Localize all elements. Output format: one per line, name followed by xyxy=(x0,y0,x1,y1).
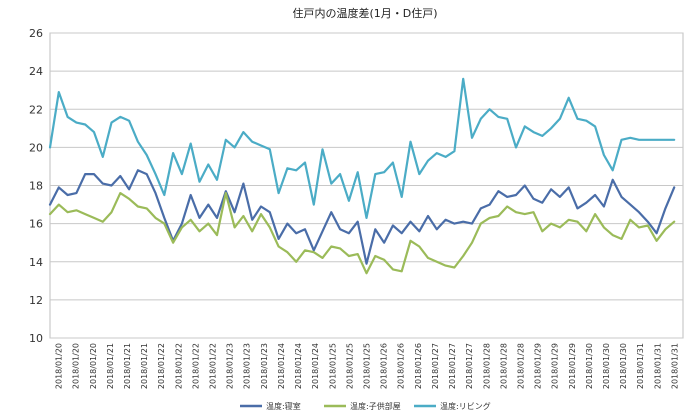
x-tick-label: 2018/01/29 xyxy=(568,343,577,389)
x-tick-label: 2018/01/27 xyxy=(465,343,474,389)
x-tick-label: 2018/01/26 xyxy=(397,343,406,389)
x-tick-label: 2018/01/27 xyxy=(431,343,440,389)
legend-label-1: 温度:子供部屋 xyxy=(350,401,401,411)
x-tick-label: 2018/01/22 xyxy=(209,343,218,389)
legend-label-0: 温度:寝室 xyxy=(266,401,301,411)
x-tick-label: 2018/01/21 xyxy=(140,343,149,389)
y-tick-label: 18 xyxy=(29,180,43,193)
x-tick-label: 2018/01/30 xyxy=(585,343,594,389)
series-layer xyxy=(48,77,676,275)
x-tick-label: 2018/01/21 xyxy=(123,343,132,389)
x-tick-label: 2018/01/28 xyxy=(482,343,491,389)
x-tick-label: 2018/01/31 xyxy=(636,343,645,389)
x-tick-label: 2018/01/28 xyxy=(516,343,525,389)
y-tick-label: 26 xyxy=(29,27,43,40)
y-tick-label: 24 xyxy=(29,65,43,78)
x-tick-label: 2018/01/29 xyxy=(534,343,543,389)
x-tick-label: 2018/01/28 xyxy=(499,343,508,389)
series-line-2 xyxy=(48,77,676,219)
x-tick-label: 2018/01/30 xyxy=(602,343,611,389)
x-tick-label: 2018/01/23 xyxy=(243,343,252,389)
x-tick-label: 2018/01/24 xyxy=(277,343,286,389)
y-axis: 10 12 14 16 18 20 22 24 26 xyxy=(29,27,43,345)
y-tick-label: 12 xyxy=(29,294,43,307)
y-tick-label: 20 xyxy=(29,141,43,154)
x-tick-label: 2018/01/22 xyxy=(174,343,183,389)
x-axis: 2018/01/20 2018/01/20 2018/01/20 2018/01/21… xyxy=(55,343,680,389)
x-tick-label: 2018/01/30 xyxy=(619,343,628,389)
x-tick-label: 2018/01/22 xyxy=(191,343,200,389)
x-tick-label: 2018/01/20 xyxy=(55,343,64,389)
x-tick-label: 2018/01/26 xyxy=(380,343,389,389)
x-tick-label: 2018/01/25 xyxy=(363,343,372,389)
y-tick-label: 16 xyxy=(29,218,43,231)
x-tick-label: 2018/01/25 xyxy=(328,343,337,389)
x-tick-label: 2018/01/29 xyxy=(551,343,560,389)
x-tick-label: 2018/01/24 xyxy=(311,343,320,389)
x-tick-label: 2018/01/26 xyxy=(414,343,423,389)
x-tick-label: 2018/01/27 xyxy=(448,343,457,389)
x-tick-label: 2018/01/23 xyxy=(226,343,235,389)
x-tick-label: 2018/01/21 xyxy=(106,343,115,389)
series-line-0 xyxy=(48,169,676,265)
x-tick-label: 2018/01/20 xyxy=(72,343,81,389)
x-tick-label: 2018/01/25 xyxy=(345,343,354,389)
y-tick-label: 14 xyxy=(29,256,43,269)
series-line-1 xyxy=(48,192,676,275)
x-tick-label: 2018/01/20 xyxy=(89,343,98,389)
legend-label-2: 温度:リビング xyxy=(440,401,491,411)
x-tick-label: 2018/01/24 xyxy=(294,343,303,389)
legend: 温度:寝室 温度:子供部屋 温度:リビング xyxy=(240,401,491,411)
y-tick-label: 22 xyxy=(29,103,43,116)
y-tick-label: 10 xyxy=(29,332,43,345)
chart-title: 住戸内の温度差(1月・D住戸) xyxy=(292,6,437,20)
x-tick-label: 2018/01/31 xyxy=(670,343,679,389)
grid-layer xyxy=(49,32,684,339)
x-tick-label: 2018/01/22 xyxy=(157,343,166,389)
x-tick-label: 2018/01/31 xyxy=(653,343,662,389)
x-tick-label: 2018/01/23 xyxy=(260,343,269,389)
